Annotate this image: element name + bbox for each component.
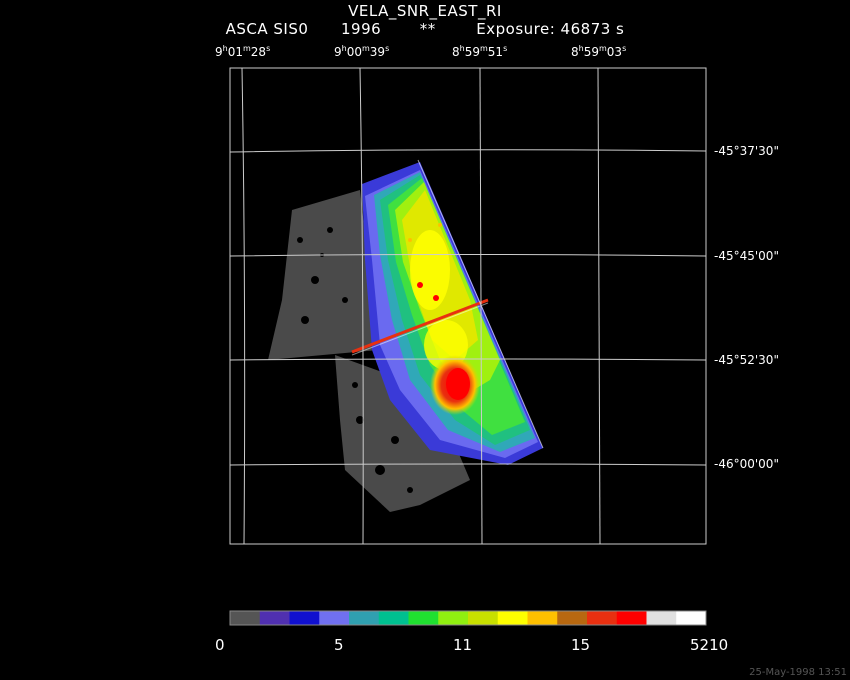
colorbar-swatch	[438, 611, 469, 625]
colorbar-swatch	[468, 611, 499, 625]
colorbar-label-2: 11	[453, 636, 473, 654]
colorbar-swatch	[676, 611, 707, 625]
bright-core	[402, 190, 480, 415]
ccd-gap-highlight	[351, 302, 489, 356]
colorbar-swatch	[259, 611, 290, 625]
colorbar-swatch	[408, 611, 439, 625]
dec-label-1: -45°37'30"	[714, 144, 779, 158]
image-subtitle: ASCA SIS0 1996 ** Exposure: 46873 s	[0, 20, 850, 38]
colorbar-swatch	[378, 611, 409, 625]
colorbar-swatch	[230, 611, 261, 625]
colorbar-swatch	[616, 611, 647, 625]
colorbar-swatch	[646, 611, 677, 625]
low-count-region	[268, 190, 470, 512]
colorbar-swatch	[557, 611, 588, 625]
timestamp: 25-May-1998 13:51	[749, 667, 847, 678]
ccd-gap-line	[351, 298, 489, 354]
image-title: VELA_SNR_EAST_RI	[348, 2, 502, 20]
dec-label-4: -46°00'00"	[714, 457, 779, 471]
marker-label: **	[419, 20, 436, 38]
ra-label-4: 8h59m03s	[571, 44, 627, 59]
colorbar-swatch	[497, 611, 528, 625]
colorbar-label-4: 5210	[690, 636, 729, 654]
colorbar-swatch	[349, 611, 380, 625]
colorbar-swatch	[319, 611, 350, 625]
colorbar-label-0: 0	[215, 636, 225, 654]
year-label: 1996	[340, 20, 382, 38]
colorbar-swatch	[587, 611, 618, 625]
dec-label-2: -45°45'00"	[714, 249, 779, 263]
colorbar-frame	[229, 610, 707, 626]
dec-label-3: -45°52'30"	[714, 353, 779, 367]
coordinate-grid	[229, 67, 707, 545]
colorbar-label-3: 15	[571, 636, 591, 654]
colorbar-label-1: 5	[334, 636, 344, 654]
ra-label-3: 8h59m51s	[452, 44, 508, 59]
ra-label-2: 9h00m39s	[334, 44, 390, 59]
ra-label-1: 9h01m28s	[215, 44, 271, 59]
instrument-label: ASCA SIS0	[225, 20, 309, 38]
colorbar-swatch	[527, 611, 558, 625]
exposure-label: Exposure: 46873 s	[476, 20, 625, 38]
colorbar	[230, 611, 707, 625]
colorbar-swatch	[289, 611, 320, 625]
